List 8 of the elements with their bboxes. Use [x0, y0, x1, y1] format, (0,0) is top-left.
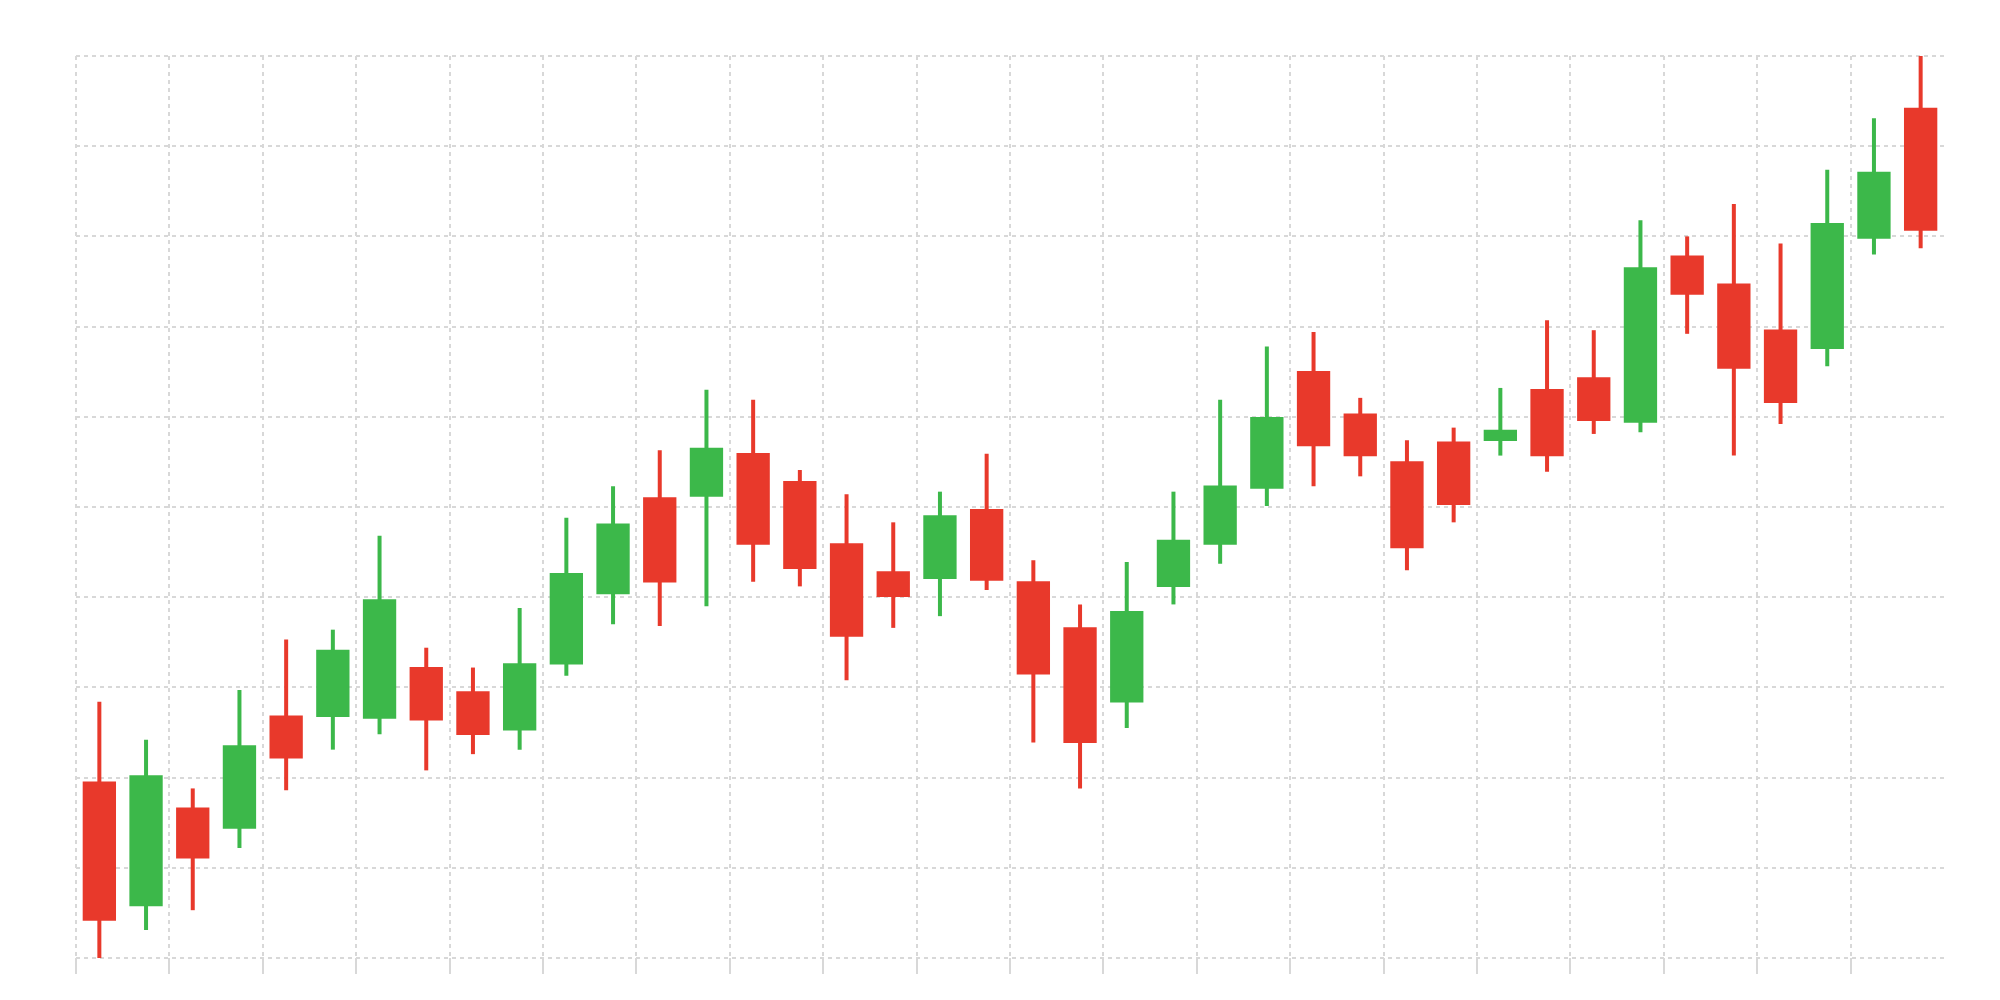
candlestick	[1483, 385, 1518, 458]
candlestick	[1577, 328, 1611, 436]
candlestick	[269, 637, 303, 793]
candlestick	[456, 665, 490, 757]
candlestick	[1343, 395, 1377, 479]
candlestick	[1156, 489, 1191, 607]
candlestick	[876, 520, 910, 630]
candlestick	[1670, 234, 1704, 336]
